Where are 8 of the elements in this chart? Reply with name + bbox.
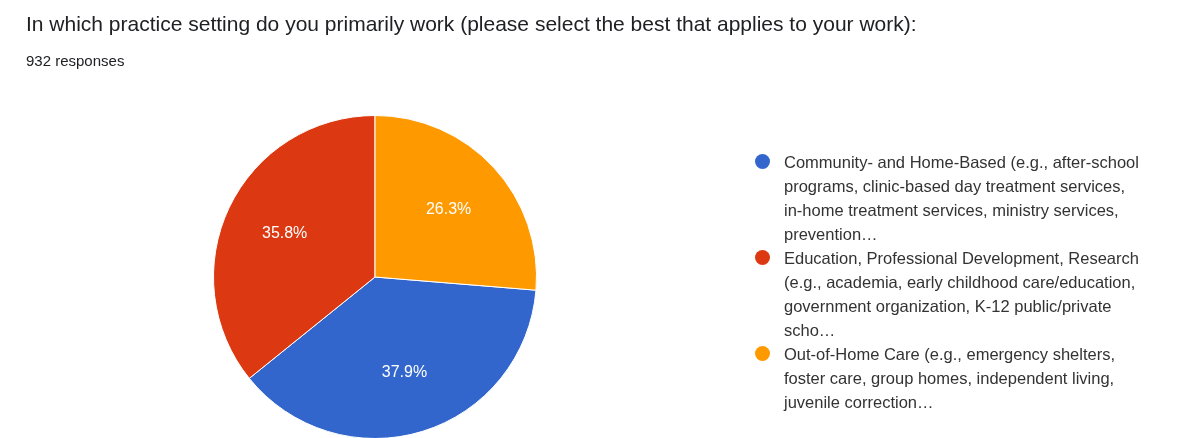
data-label: 35.8%	[261, 224, 308, 242]
chart-title: In which practice setting do you primarily work (please select the best that applies to your work):	[26, 12, 917, 36]
data-label: 26.3%	[425, 199, 472, 217]
legend-label: Out-of-Home Care (e.g., emergency shelters, foster care, group homes, independent living, juvenile correction…	[784, 344, 1117, 413]
legend-label: Education, Professional Development, Research (e.g., academia, early childhood care/education, government organization, K-12 public/private scho…	[784, 248, 1140, 341]
legend-label: Community- and Home-Based (e.g., after-school programs, clinic-based day treatment services, in-home treatment services, ministry services, prevention…	[784, 152, 1140, 245]
data-label: 37.9%	[381, 363, 428, 381]
text: 932 responses	[26, 52, 125, 69]
